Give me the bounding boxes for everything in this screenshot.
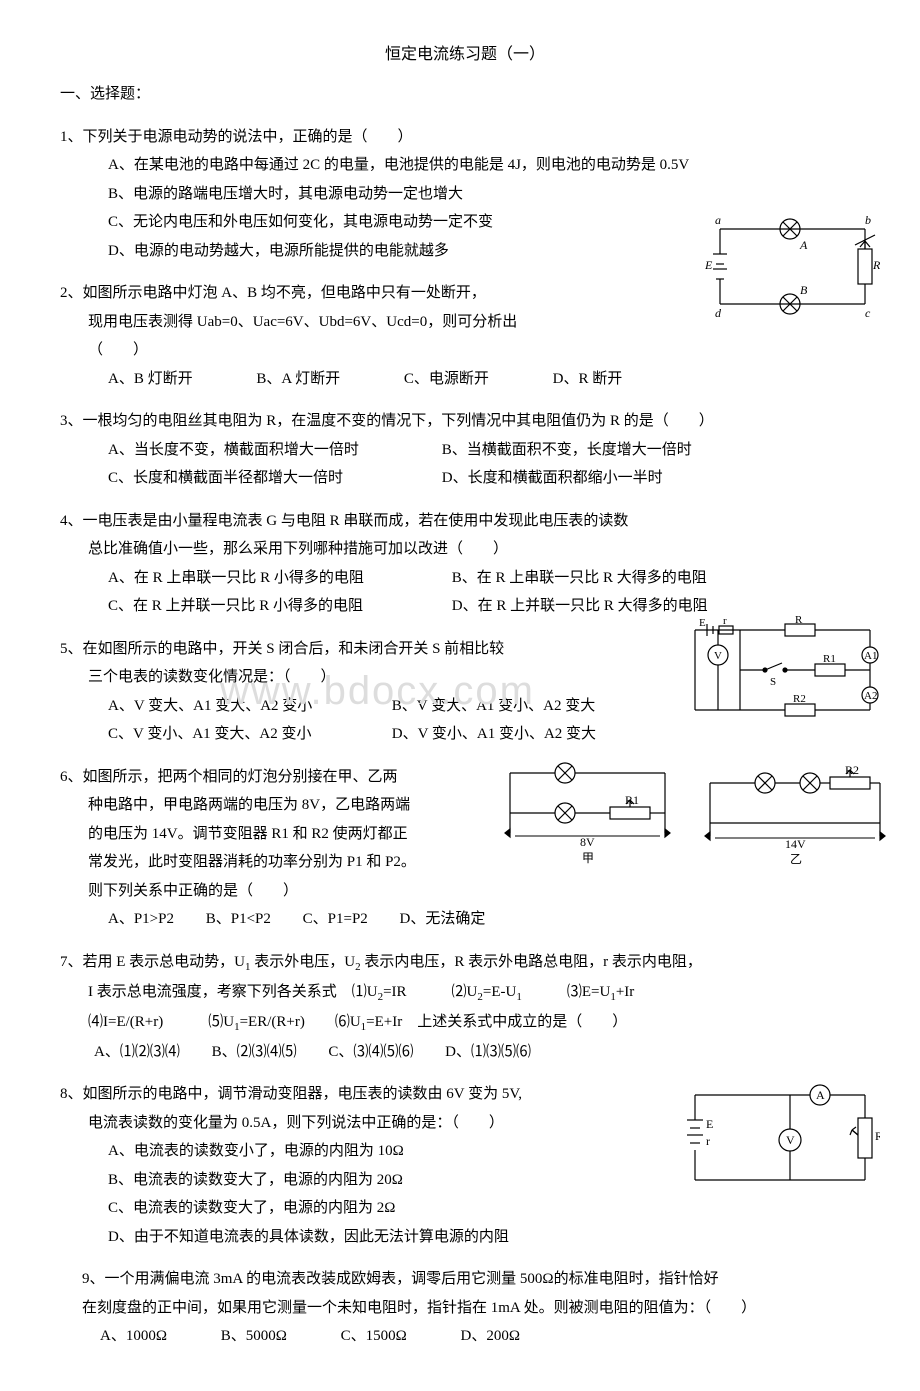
q2-opt-c: C、电源断开 <box>404 365 489 394</box>
q8-opt-a: A、电流表的读数变小了，电源的内阻为 10Ω <box>108 1137 404 1166</box>
q9-opt-c: C、1500Ω <box>341 1322 407 1351</box>
fig2-label-r: R <box>872 258 880 272</box>
fig6-14v: 14V <box>785 837 806 851</box>
q2-figure: a b c d E R A B <box>705 209 880 324</box>
q9-opt-d: D、200Ω <box>461 1322 520 1351</box>
fig8-R: R <box>875 1129 880 1143</box>
q1-opt-a: A、在某电池的电路中每通过 2C 的电量，电池提供的电能是 4J，则电池的电动势… <box>108 151 689 180</box>
q7-stem-1: 7、若用 E 表示总电动势，U1 表示外电压，U2 表示内电压，R 表示外电路总… <box>60 948 870 978</box>
question-5: www.bdocx.com <box>60 635 870 749</box>
fig6-r2: R2 <box>845 763 859 777</box>
q5-figure: E r V S R R1 R2 A1 A2 <box>685 615 880 725</box>
q1-opt-d: D、电源的电动势越大，电源所能提供的电能就越多 <box>108 237 449 266</box>
q3-stem: 3、一根均匀的电阻丝其电阻为 R，在温度不变的情况下，下列情况中其电阻值仍为 R… <box>60 407 870 436</box>
fig8-r: r <box>706 1134 710 1148</box>
q3-opt-a: A、当长度不变，横截面积增大一倍时 <box>108 436 408 465</box>
q6-figure: R1 R2 8V 14V 甲 乙 <box>500 758 890 868</box>
q5-opt-c: C、V 变小、A1 变大、A2 变小 <box>108 720 358 749</box>
q1-opt-b: B、电源的路端电压增大时，其电源电动势一定也增大 <box>108 180 463 209</box>
section-heading: 一、选择题： <box>60 80 870 109</box>
q6-opt-c: C、P1=P2 <box>303 905 368 934</box>
q4-opt-d: D、在 R 上并联一只比 R 大得多的电阻 <box>452 592 708 621</box>
q3-opt-d: D、长度和横截面积都缩小一半时 <box>442 464 663 493</box>
fig6-yi: 乙 <box>790 852 802 866</box>
fig5-A1: A1 <box>864 650 877 662</box>
q4-stem-1: 4、一电压表是由小量程电流表 G 与电阻 R 串联而成，若在使用中发现此电压表的… <box>60 507 870 536</box>
q9-opt-a: A、1000Ω <box>100 1322 167 1351</box>
q8-opt-c: C、电流表的读数变大了，电源的内阻为 2Ω <box>108 1194 395 1223</box>
q2-stem-3: （ ） <box>60 336 870 365</box>
q8-opt-d: D、由于不知道电流表的具体读数，因此无法计算电源的内阻 <box>108 1223 509 1252</box>
question-3: 3、一根均匀的电阻丝其电阻为 R，在温度不变的情况下，下列情况中其电阻值仍为 R… <box>60 407 870 493</box>
q7-stem-2: I 表示总电流强度，考察下列各关系式 ⑴U2=IR ⑵U2=E-U1 ⑶E=U1… <box>60 978 870 1008</box>
q7-opt-a: A、⑴⑵⑶⑷ <box>94 1038 180 1067</box>
q8-figure: E r A V R <box>680 1080 880 1195</box>
fig2-label-b: b <box>865 213 871 227</box>
fig2-label-e: E <box>705 258 713 272</box>
question-9: 9、一个用满偏电流 3mA 的电流表改装成欧姆表，调零后用它测量 500Ω的标准… <box>60 1265 870 1351</box>
q5-opt-a: A、V 变大、A1 变大、A2 变小 <box>108 692 358 721</box>
q6-opt-a: A、P1>P2 <box>108 905 174 934</box>
q2-opt-a: A、B 灯断开 <box>108 365 193 394</box>
fig5-R1: R1 <box>823 653 836 665</box>
q7-stem-3: ⑷I=E/(R+r) ⑸U1=ER/(R+r) ⑹U1=E+Ir 上述关系式中成… <box>60 1008 870 1038</box>
q3-opt-b: B、当横截面积不变，长度增大一倍时 <box>442 436 692 465</box>
question-6: R1 R2 8V 14V 甲 乙 6、如图所示，把两个相同的灯泡分别接在甲、乙两… <box>60 763 870 934</box>
fig5-s: S <box>770 676 776 688</box>
q4-stem-2: 总比准确值小一些，那么采用下列哪种措施可加以改进（ ） <box>60 535 870 564</box>
fig5-A2: A2 <box>864 690 877 702</box>
fig6-8v: 8V <box>580 835 595 849</box>
fig2-label-a: a <box>715 213 721 227</box>
q4-opt-c: C、在 R 上并联一只比 R 小得多的电阻 <box>108 592 418 621</box>
q1-opt-c: C、无论内电压和外电压如何变化，其电源电动势一定不变 <box>108 208 493 237</box>
q7-opt-c: C、⑶⑷⑸⑹ <box>328 1038 413 1067</box>
q7-opt-b: B、⑵⑶⑷⑸ <box>212 1038 297 1067</box>
fig6-jia: 甲 <box>582 851 594 865</box>
fig5-e: E <box>699 617 706 629</box>
fig5-r: r <box>723 615 727 627</box>
q5-opt-b: B、V 变大、A1 变小、A2 变大 <box>392 692 595 721</box>
q6-stem-5: 则下列关系中正确的是（ ） <box>60 877 870 906</box>
fig2-label-bulb-a: A <box>799 238 808 252</box>
q9-opt-b: B、5000Ω <box>221 1322 287 1351</box>
q1-stem: 1、下列关于电源电动势的说法中，正确的是（ ） <box>60 123 870 152</box>
q9-stem-2: 在刻度盘的正中间，如果用它测量一个未知电阻时，指针指在 1mA 处。则被测电阻的… <box>82 1294 870 1323</box>
fig8-a: A <box>816 1088 825 1102</box>
fig6-r1: R1 <box>625 793 639 807</box>
q6-opt-d: D、无法确定 <box>400 905 486 934</box>
fig5-v: V <box>714 650 722 662</box>
q8-opt-b: B、电流表的读数变大了，电源的内阻为 20Ω <box>108 1166 403 1195</box>
q4-opt-a: A、在 R 上串联一只比 R 小得多的电阻 <box>108 564 418 593</box>
question-2: a b c d E R A B 2、如图所示电路中灯泡 A、B 均不亮，但电路中… <box>60 279 870 393</box>
q9-stem-1: 9、一个用满偏电流 3mA 的电流表改装成欧姆表，调零后用它测量 500Ω的标准… <box>82 1265 870 1294</box>
fig5-R2: R2 <box>793 693 806 705</box>
fig8-e: E <box>706 1117 713 1131</box>
question-4: 4、一电压表是由小量程电流表 G 与电阻 R 串联而成，若在使用中发现此电压表的… <box>60 507 870 621</box>
question-7: 7、若用 E 表示总电动势，U1 表示外电压，U2 表示内电压，R 表示外电路总… <box>60 948 870 1066</box>
page-title: 恒定电流练习题（一） <box>60 40 870 70</box>
fig8-v: V <box>786 1133 795 1147</box>
q6-opt-b: B、P1<P2 <box>206 905 271 934</box>
q2-opt-b: B、A 灯断开 <box>256 365 340 394</box>
q7-opt-d: D、⑴⑶⑸⑹ <box>445 1038 531 1067</box>
fig2-label-bulb-b: B <box>800 283 808 297</box>
q3-opt-c: C、长度和横截面半径都增大一倍时 <box>108 464 408 493</box>
q4-opt-b: B、在 R 上串联一只比 R 大得多的电阻 <box>452 564 707 593</box>
question-8: E r A V R 8、如图所示的电路中，调节滑动变阻器，电压表的读数由 6V … <box>60 1080 870 1251</box>
fig2-label-c: c <box>865 306 871 320</box>
fig2-label-d: d <box>715 306 722 320</box>
q2-opt-d: D、R 断开 <box>553 365 623 394</box>
fig5-R: R <box>795 615 803 626</box>
q5-opt-d: D、V 变小、A1 变小、A2 变大 <box>392 720 596 749</box>
